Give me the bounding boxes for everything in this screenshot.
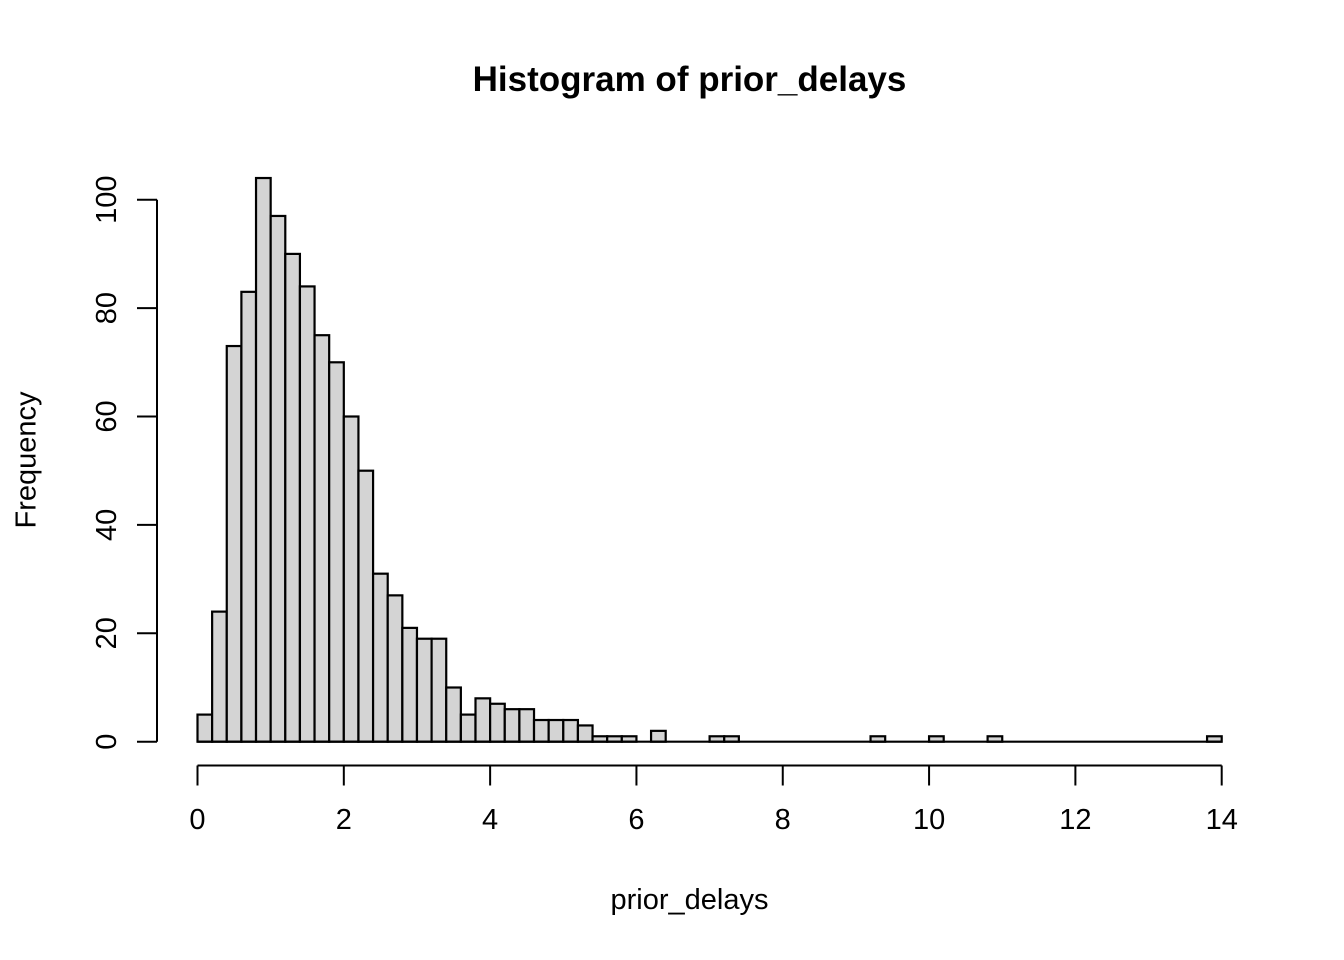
histogram-bar (503, 708, 521, 743)
histogram-bar (489, 702, 506, 743)
x-tick-label: 2 (336, 804, 352, 836)
histogram-bar (562, 718, 580, 743)
x-tick-label: 14 (1206, 804, 1238, 836)
histogram-bar (240, 290, 258, 743)
histogram-bar (401, 626, 419, 743)
y-tick-label: 20 (91, 617, 123, 649)
histogram-bar (386, 594, 404, 743)
chart-title: Histogram of prior_delays (472, 60, 907, 99)
histogram-bar (415, 637, 433, 743)
histogram-bar (445, 686, 462, 743)
histogram-bar (649, 729, 667, 743)
histogram-bar (328, 361, 345, 743)
y-tick-label: 60 (91, 400, 123, 432)
histogram-bar (269, 214, 287, 743)
x-tick-label: 8 (775, 804, 791, 836)
x-tick-label: 4 (482, 804, 498, 836)
x-axis-title: prior_delays (610, 884, 769, 916)
histogram-bar (313, 334, 331, 743)
y-tick-label: 100 (91, 176, 123, 224)
histogram-bar (371, 572, 389, 743)
x-tick-label: 12 (1059, 804, 1091, 836)
x-tick-label: 0 (189, 804, 205, 836)
histogram-bar (342, 415, 360, 743)
histogram-bar (547, 718, 565, 743)
histogram-bar (518, 708, 536, 743)
y-tick-label: 80 (91, 292, 123, 324)
histogram-bar (284, 252, 302, 743)
histogram-bar (576, 724, 594, 743)
y-tick-label: 0 (91, 734, 123, 750)
x-tick-label: 6 (628, 804, 644, 836)
histogram-bar (196, 713, 214, 743)
histogram-bar (211, 610, 228, 743)
histogram-bar (459, 713, 477, 743)
histogram-bar (254, 176, 272, 743)
histogram-bar (474, 697, 492, 743)
histogram-bar (298, 285, 316, 743)
histogram-bar (532, 718, 550, 743)
histogram-bar (357, 469, 375, 743)
y-tick-label: 40 (91, 509, 123, 541)
histogram-bar (430, 637, 448, 743)
x-tick-label: 10 (913, 804, 945, 836)
histogram-bar (225, 344, 243, 743)
